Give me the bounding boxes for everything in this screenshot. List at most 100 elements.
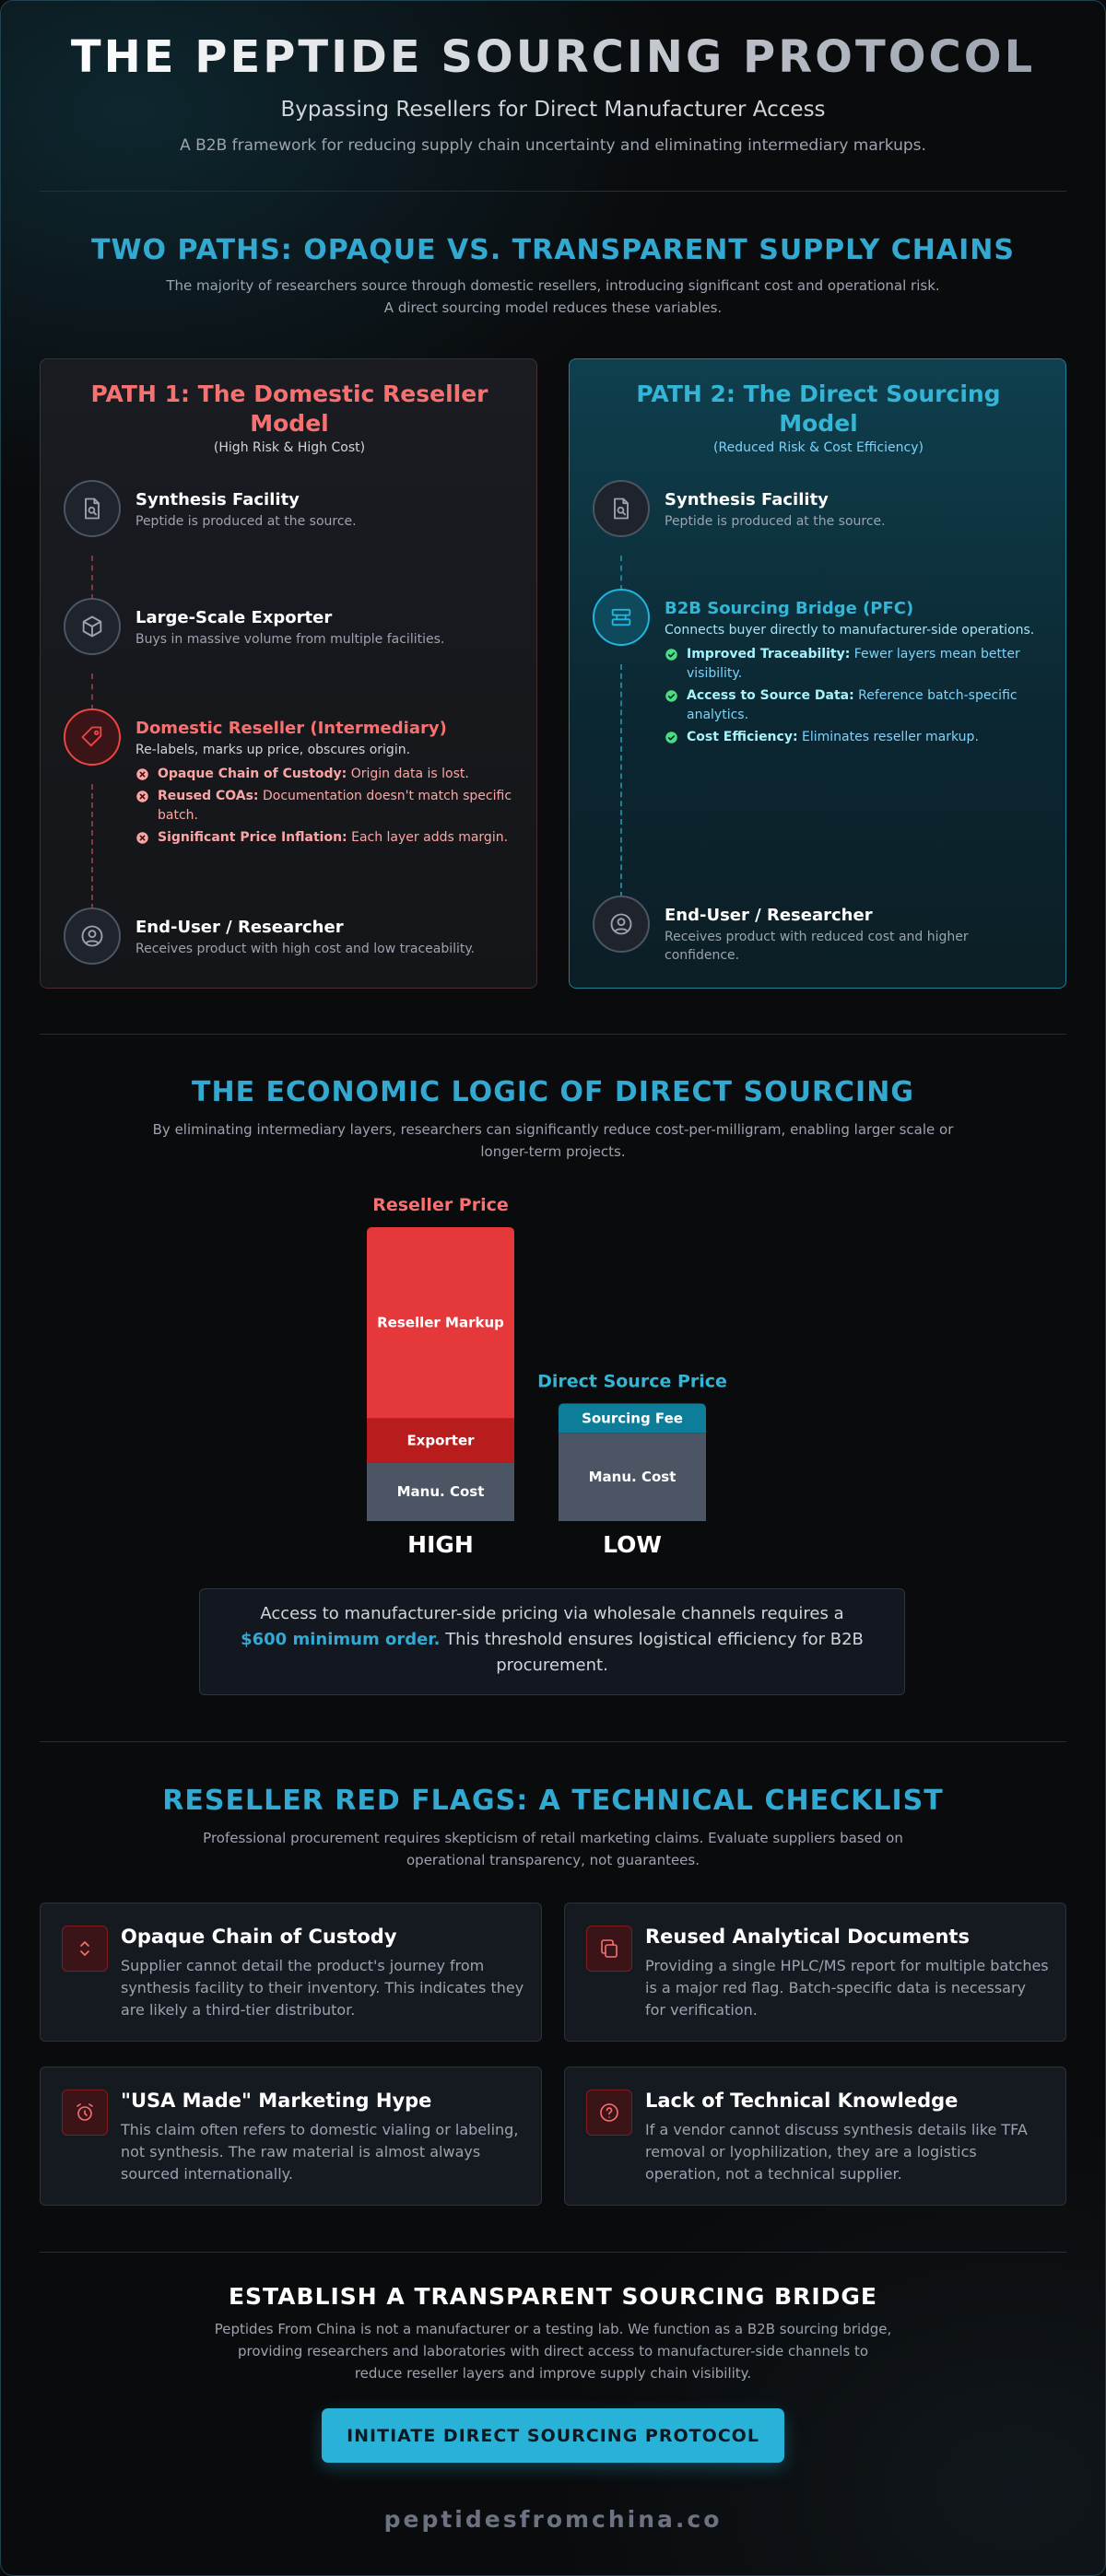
bullet-icon — [136, 768, 148, 780]
bullet-text: Documentation doesn't match specific bat… — [158, 789, 512, 823]
category-label: Reseller Price — [372, 1195, 509, 1215]
bullet-label: Significant Price Inflation: — [158, 830, 347, 845]
segment-label: Manu. Cost — [589, 1469, 677, 1485]
divider — [40, 2252, 1066, 2253]
segment-label: Exporter — [406, 1432, 475, 1448]
red-flag-text: This claim often refers to domestic vial… — [121, 2121, 519, 2183]
card-title: PATH 1: The Domestic Reseller Model — [90, 381, 488, 437]
section-intro: Professional procurement requires skepti… — [203, 1830, 903, 1868]
step-icon — [593, 896, 650, 953]
bullet-icon — [136, 832, 148, 844]
tier-label: HIGH — [407, 1531, 474, 1558]
price-chart: Manu. Cost Exporter Reseller Markup Reselle… — [367, 1195, 727, 1558]
note-highlight: $600 minimum order. — [241, 1630, 441, 1649]
step-title: Synthesis Facility — [665, 490, 829, 509]
step-title: B2B Sourcing Bridge (PFC) — [665, 599, 914, 618]
bullet-text: Each layer adds margin. — [351, 830, 509, 845]
segment-label: Reseller Markup — [377, 1315, 504, 1331]
red-flag-text: Supplier cannot detail the product's jou… — [121, 1957, 524, 2019]
section-intro: A direct sourcing model reduces these va… — [383, 299, 723, 316]
bullet-icon — [665, 690, 677, 702]
connector — [91, 673, 93, 710]
bullet: Opaque Chain of Custody: Origin data is … — [135, 765, 513, 784]
card-title: PATH 2: The Direct Sourcing Model — [636, 381, 1001, 437]
red-flag-card: Reused Analytical Documents Providing a s… — [564, 1903, 1066, 2042]
bullet-text: Origin data is lost. — [350, 767, 469, 781]
bullet-label: Reused COAs: — [158, 789, 259, 803]
bullet-label: Opaque Chain of Custody: — [158, 767, 347, 781]
red-flag-title: Reused Analytical Documents — [645, 1926, 970, 1948]
bullet-label: Access to Source Data: — [687, 688, 854, 703]
path-card: PATH 1: The Domestic Reseller Model (High… — [40, 358, 537, 989]
step-icon — [64, 907, 121, 965]
red-flag-icon — [586, 1926, 632, 1972]
step-title: End-User / Researcher — [135, 918, 344, 937]
connector — [620, 664, 622, 897]
card-subtitle: (Reduced Risk & Cost Efficiency) — [713, 440, 924, 455]
section-title: RESELLER RED FLAGS: A TECHNICAL CHECKLIS… — [162, 1785, 944, 1817]
step: Domestic Reseller (Intermediary) Re-label… — [135, 717, 513, 848]
bar-segment — [559, 1403, 706, 1434]
bullet: Reused COAs: Documentation doesn't match… — [135, 787, 513, 825]
tagline: A B2B framework for reducing supply chai… — [180, 136, 926, 155]
bullet: Significant Price Inflation: Each layer … — [135, 828, 513, 848]
cta-title: ESTABLISH A TRANSPARENT SOURCING BRIDGE — [228, 2283, 878, 2310]
bullet-text: Eliminates reseller markup. — [802, 730, 979, 744]
path-card: PATH 2: The Direct Sourcing Model (Reduce… — [569, 358, 1066, 989]
step-text: Peptide is produced at the source. — [665, 514, 886, 529]
cta-text: Peptides From China is not a manufacture… — [214, 2321, 892, 2382]
section-intro: The majority of researchers source throu… — [166, 277, 940, 294]
step-text: Buys in massive volume from multiple fac… — [135, 632, 445, 647]
step-icon — [593, 480, 650, 537]
step: Synthesis Facility Peptide is produced at… — [665, 488, 1042, 531]
cta-button[interactable]: INITIATE DIRECT SOURCING PROTOCOL — [322, 2408, 784, 2463]
bar-segment — [559, 1433, 706, 1521]
connector — [91, 556, 93, 600]
step-text: Connects buyer directly to manufacturer-… — [665, 623, 1035, 638]
red-flag-icon — [62, 2090, 108, 2136]
bullet-icon — [136, 790, 148, 802]
bar-segment — [367, 1462, 514, 1521]
step: End-User / Researcher Receives product wi… — [135, 916, 513, 958]
step: Large-Scale Exporter Buys in massive volu… — [135, 606, 513, 649]
step-icon — [64, 598, 121, 655]
category-label: Direct Source Price — [537, 1371, 727, 1391]
divider — [40, 191, 1066, 192]
segment-label: Manu. Cost — [397, 1483, 485, 1500]
bar-segment — [367, 1227, 514, 1419]
note-box: Access to manufacturer-side pricing via … — [199, 1588, 905, 1695]
card-subtitle: (High Risk & High Cost) — [213, 440, 366, 455]
step-text: Receives product with reduced cost and h… — [665, 930, 969, 963]
bullet-text: Fewer layers mean better visibility. — [687, 647, 1020, 681]
bullet-text: Reference batch-specific analytics. — [687, 688, 1018, 722]
bullet: Access to Source Data: Reference batch-s… — [665, 686, 1042, 725]
bullet-label: Improved Traceability: — [687, 647, 851, 662]
step-icon — [593, 589, 650, 646]
section-intro: By eliminating intermediary layers, rese… — [152, 1121, 954, 1160]
section-title: TWO PATHS: OPAQUE VS. TRANSPARENT SUPPLY… — [91, 234, 1015, 266]
red-flag-text: Providing a single HPLC/MS report for mu… — [645, 1957, 1049, 2019]
step-icon — [64, 480, 121, 537]
main-title: THE PEPTIDE SOURCING PROTOCOL — [70, 31, 1036, 83]
bullet: Improved Traceability: Fewer layers mean… — [665, 645, 1042, 684]
note-text: Access to manufacturer-side pricing via … — [260, 1604, 844, 1623]
step-icon — [64, 708, 121, 766]
connector — [620, 556, 622, 591]
bullet-icon — [665, 732, 677, 744]
red-flag-card: "USA Made" Marketing Hype This claim ofte… — [40, 2067, 542, 2206]
subtitle: Bypassing Resellers for Direct Manufactu… — [280, 98, 826, 122]
red-flag-icon — [586, 2090, 632, 2136]
red-flag-title: "USA Made" Marketing Hype — [121, 2090, 432, 2112]
red-flag-card: Opaque Chain of Custody Supplier cannot d… — [40, 1903, 542, 2042]
step: Synthesis Facility Peptide is produced at… — [135, 488, 513, 531]
divider — [40, 1034, 1066, 1035]
red-flag-title: Lack of Technical Knowledge — [645, 2090, 959, 2112]
red-flag-card: Lack of Technical Knowledge If a vendor c… — [564, 2067, 1066, 2206]
bullet-icon — [665, 649, 677, 661]
segment-label: Sourcing Fee — [582, 1410, 683, 1426]
red-flag-title: Opaque Chain of Custody — [121, 1926, 397, 1948]
step: B2B Sourcing Bridge (PFC) Connects buyer … — [665, 597, 1042, 747]
tier-label: LOW — [603, 1531, 662, 1558]
